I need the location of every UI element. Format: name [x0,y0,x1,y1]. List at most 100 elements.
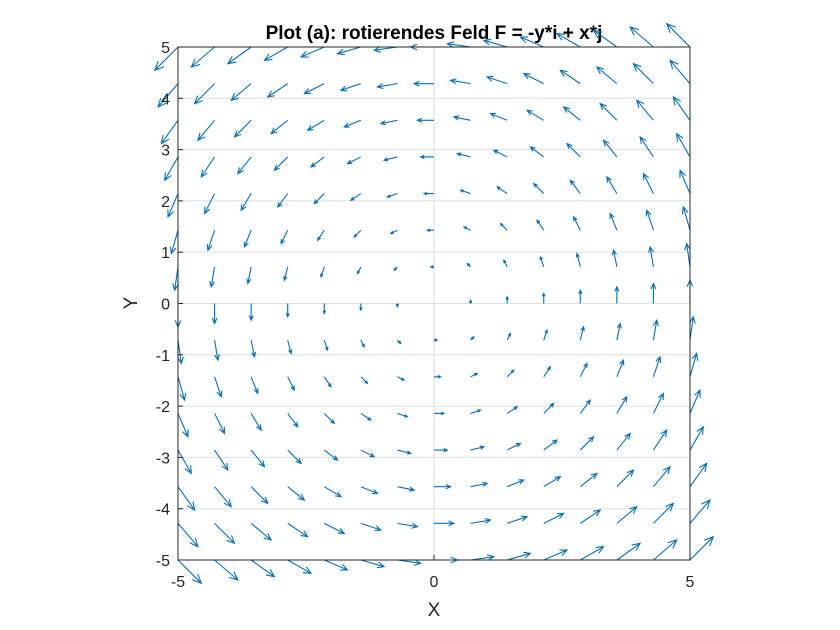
arrow-shape [389,229,398,235]
arrow-shape [566,142,581,158]
arrow [393,266,398,272]
arrow [386,193,398,198]
arrow [499,222,508,231]
arrow-shape [270,119,289,135]
arrow-shape [397,522,419,529]
x-tick-label: 0 [430,574,439,591]
arrow-shape [579,435,595,451]
arrow-shape [632,62,654,85]
arrow [575,252,581,267]
arrow [209,266,216,289]
arrow-shape [397,376,406,381]
arrow [360,339,365,349]
arrow [233,119,252,138]
arrow-shape [470,445,486,451]
arrow-shape [562,106,581,121]
arrow-shape [266,83,289,98]
arrow [339,83,362,92]
arrow [485,75,508,85]
arrow-shape [359,303,363,312]
arrow-shape [499,222,508,231]
arrow-shape [379,119,398,126]
arrow [287,340,293,355]
arrow [263,46,288,62]
arrow [214,340,220,362]
arrow-shape [214,522,236,545]
arrow [645,208,654,231]
arrow [280,229,289,245]
arrow-shape [639,135,654,158]
arrow [599,102,618,121]
arrow [434,411,446,416]
arrow [506,442,522,451]
arrow [470,481,489,488]
arrow [360,522,383,532]
arrow [434,520,456,527]
y-tick-label: 0 [161,297,170,314]
arrow [416,117,434,123]
arrow-shape [575,252,581,267]
arrow-shape [614,285,620,304]
arrow [578,288,583,304]
arrow-shape [645,208,654,231]
arrow-shape [323,376,332,388]
arrow [382,156,398,162]
arrow [569,179,581,194]
arrow-shape [559,69,581,85]
arrow [470,554,496,561]
arrow-shape [609,212,618,231]
arrow-shape [214,413,226,435]
arrow [519,36,544,48]
arrow-shape [434,484,452,490]
arrow [287,449,302,465]
arrow [681,205,691,231]
arrow-shape [506,406,519,414]
arrow-shape [569,179,581,194]
arrow [466,262,471,268]
arrow-shape [449,78,471,85]
arrow [287,486,306,501]
arrow [346,156,362,165]
y-tick-label: 1 [161,245,170,262]
arrow [359,303,363,312]
arrow [177,486,196,512]
arrow [177,340,184,365]
arrow [360,412,372,421]
arrow-shape [287,486,306,501]
arrow-shape [172,266,179,292]
arrow [324,486,343,498]
arrow [652,428,668,451]
arrow-shape [360,449,376,458]
arrow-shape [342,119,362,128]
arrow-shape [287,559,313,575]
arrow-shape [672,95,691,121]
arrow [360,486,379,495]
arrow [397,339,402,345]
arrows [153,22,715,585]
arrow [177,559,203,585]
arrow-shape [652,428,668,451]
arrow [579,472,598,488]
arrow [506,332,512,341]
y-tick-label: 4 [161,91,170,108]
arrow [240,193,252,212]
arrow-shape [650,282,657,304]
arrow-shape [595,66,618,85]
arrow [323,413,336,425]
arrow-shape [169,230,179,255]
arrow-shape [592,29,618,48]
arrow-shape [616,395,628,414]
arrow-shape [578,288,583,304]
arrow [669,59,691,84]
arrow-shape [429,265,434,269]
arrow-shape [679,169,691,194]
arrow [639,135,654,158]
arrow-shape [652,318,659,341]
arrow [562,106,581,121]
arrow-shape [426,228,434,232]
arrow-shape [543,365,552,378]
arrow-shape [246,266,252,285]
arrow-shape [386,193,398,198]
arrow-shape [360,412,372,421]
arrow-shape [653,539,678,561]
